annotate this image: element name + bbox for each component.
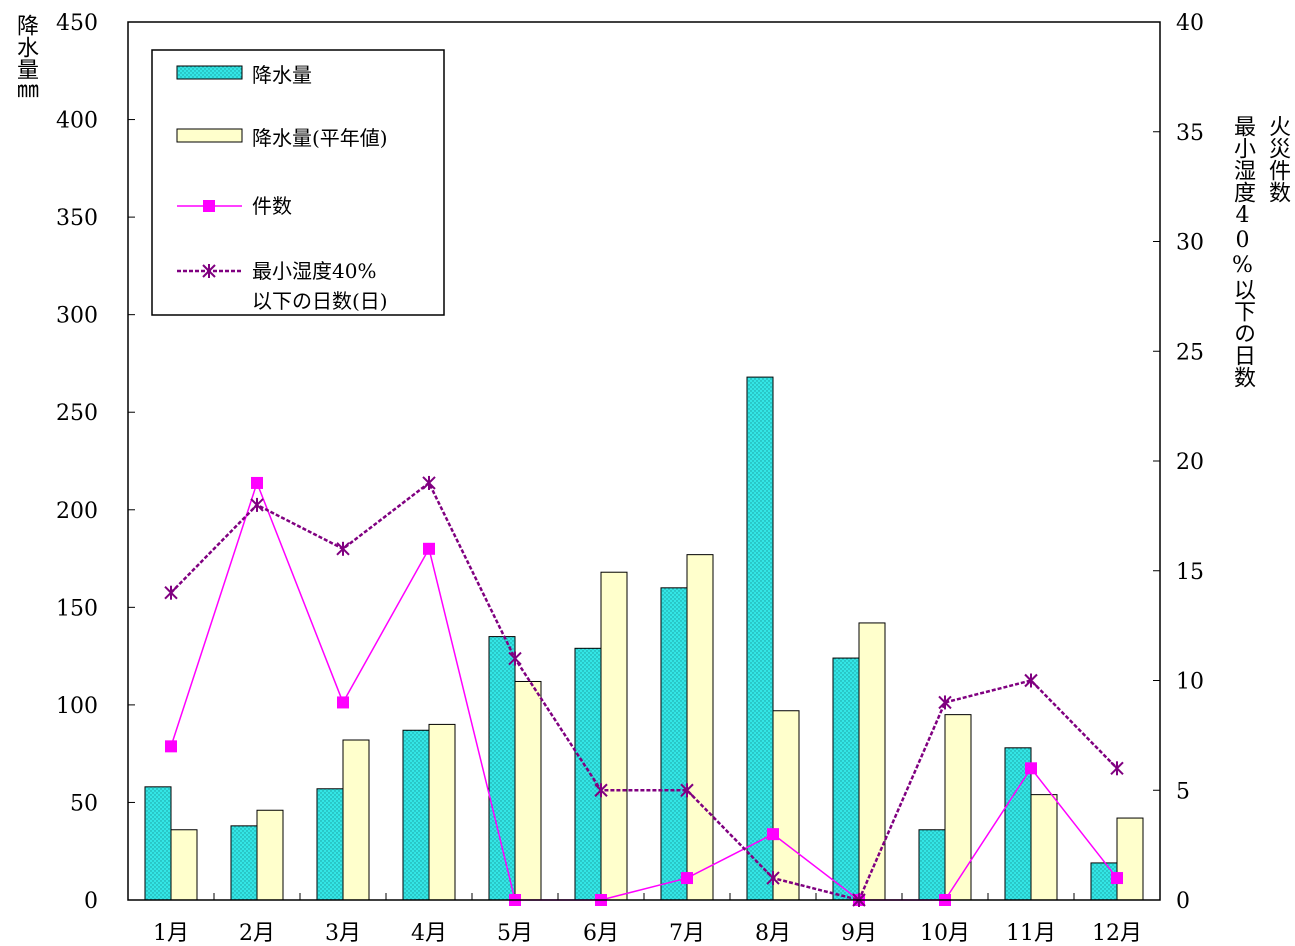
x-tick-label: 12月 bbox=[1092, 921, 1142, 946]
left-tick-label: 200 bbox=[56, 499, 98, 524]
point-humidity-days bbox=[594, 783, 608, 798]
point-fire-count bbox=[1111, 872, 1123, 885]
bar-precipitation bbox=[144, 786, 172, 901]
right-tick-label: 35 bbox=[1176, 121, 1204, 146]
bar-precipitation bbox=[660, 587, 688, 901]
bar-precipitation bbox=[402, 729, 430, 901]
left-tick-label: 350 bbox=[56, 206, 98, 231]
point-humidity-days bbox=[250, 497, 264, 512]
bar-precipitation bbox=[918, 829, 946, 901]
bar-precipitation-normal bbox=[514, 680, 542, 901]
right-tick-label: 30 bbox=[1176, 231, 1204, 256]
point-fire-count bbox=[681, 872, 693, 885]
lines-layer bbox=[164, 475, 1124, 907]
point-humidity-days bbox=[1024, 673, 1038, 688]
point-humidity-days bbox=[680, 783, 694, 798]
right-tick-label: 25 bbox=[1176, 340, 1204, 365]
left-tick-label: 50 bbox=[70, 791, 98, 816]
legend-label-humidity-line1: 最小湿度40% bbox=[252, 259, 376, 283]
axes-layer: 0 50 100 150 200 250 300 350 400 450 0 5 10 15 20 25 30 3… bbox=[56, 11, 1204, 946]
line-fire-count bbox=[170, 480, 1118, 901]
bar-precipitation bbox=[832, 657, 860, 901]
x-tick-label: 9月 bbox=[841, 921, 877, 946]
bar-precipitation bbox=[746, 376, 774, 901]
left-tick-label: 400 bbox=[56, 109, 98, 134]
left-tick-label: 0 bbox=[84, 889, 98, 914]
x-tick-label: 4月 bbox=[411, 921, 447, 946]
point-humidity-days bbox=[164, 585, 178, 600]
legend-swatch-precipitation bbox=[176, 65, 243, 80]
point-fire-count bbox=[423, 542, 435, 555]
bar-precipitation-normal bbox=[944, 714, 972, 901]
right-tick-label: 15 bbox=[1176, 560, 1204, 585]
point-fire-count bbox=[165, 740, 177, 753]
right-axis-label-fire-count: 火災件数 bbox=[1265, 115, 1290, 203]
x-tick-label: 1月 bbox=[153, 921, 189, 946]
bar-precipitation-normal bbox=[1030, 794, 1058, 901]
point-humidity-days bbox=[508, 651, 522, 666]
legend-swatch-precipitation-normal bbox=[176, 128, 243, 143]
left-tick-label: 150 bbox=[56, 596, 98, 621]
legend-swatch-fire-count-marker bbox=[203, 200, 215, 212]
left-tick-label: 300 bbox=[56, 304, 98, 329]
bar-precipitation bbox=[574, 647, 602, 901]
point-fire-count bbox=[1025, 762, 1037, 775]
right-tick-label: 5 bbox=[1176, 779, 1190, 804]
right-tick-label: 40 bbox=[1176, 11, 1204, 36]
x-tick-label: 2月 bbox=[239, 921, 275, 946]
bar-precipitation-normal bbox=[170, 829, 198, 901]
left-axis-label: 降水量㎜ bbox=[13, 14, 38, 102]
legend-label-fire-count: 件数 bbox=[252, 194, 292, 218]
bar-precipitation-normal bbox=[256, 809, 284, 901]
bar-precipitation bbox=[488, 636, 516, 901]
right-tick-label: 0 bbox=[1176, 889, 1190, 914]
x-tick-label: 7月 bbox=[669, 921, 705, 946]
x-tick-label: 3月 bbox=[325, 921, 361, 946]
x-tick-label: 5月 bbox=[497, 921, 533, 946]
right-tick-label: 20 bbox=[1176, 450, 1204, 475]
point-fire-count bbox=[767, 828, 779, 841]
point-humidity-days bbox=[1110, 761, 1124, 776]
left-tick-label: 250 bbox=[56, 401, 98, 426]
left-tick-label: 100 bbox=[56, 694, 98, 719]
bars-layer bbox=[144, 376, 1144, 901]
x-tick-label: 8月 bbox=[755, 921, 791, 946]
bar-precipitation-normal bbox=[428, 723, 456, 901]
right-tick-label: 10 bbox=[1176, 670, 1204, 695]
legend-label-humidity-line2: 以下の日数(日) bbox=[252, 289, 388, 313]
point-humidity-days bbox=[766, 871, 780, 886]
bar-precipitation-normal bbox=[772, 710, 800, 901]
bar-precipitation bbox=[230, 825, 258, 901]
point-humidity-days bbox=[422, 475, 436, 490]
point-fire-count bbox=[337, 696, 349, 709]
bar-precipitation-normal bbox=[600, 571, 628, 901]
bar-precipitation-normal bbox=[1116, 817, 1144, 901]
line-humidity-days bbox=[170, 481, 1118, 902]
point-fire-count bbox=[251, 476, 263, 489]
legend-label-precipitation: 降水量 bbox=[252, 63, 312, 87]
x-tick-label: 11月 bbox=[1006, 921, 1056, 946]
legend-label-precipitation-normal: 降水量(平年値) bbox=[252, 126, 388, 150]
bar-precipitation-normal bbox=[858, 622, 886, 901]
point-humidity-days bbox=[938, 695, 952, 710]
legend-box bbox=[151, 49, 445, 316]
x-tick-label: 6月 bbox=[583, 921, 619, 946]
bar-precipitation-normal bbox=[342, 739, 370, 901]
bar-precipitation-normal bbox=[686, 554, 714, 901]
left-tick-label: 450 bbox=[56, 11, 98, 36]
right-axis-label-humidity-days: 最小湿度40%以下の日数 bbox=[1230, 115, 1255, 388]
x-tick-label: 10月 bbox=[920, 921, 970, 946]
bar-precipitation bbox=[316, 788, 344, 901]
point-humidity-days bbox=[336, 541, 350, 556]
